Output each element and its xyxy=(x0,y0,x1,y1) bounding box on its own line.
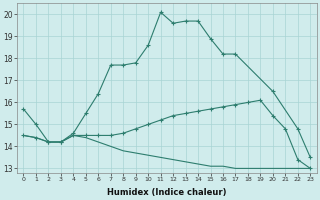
X-axis label: Humidex (Indice chaleur): Humidex (Indice chaleur) xyxy=(107,188,227,197)
